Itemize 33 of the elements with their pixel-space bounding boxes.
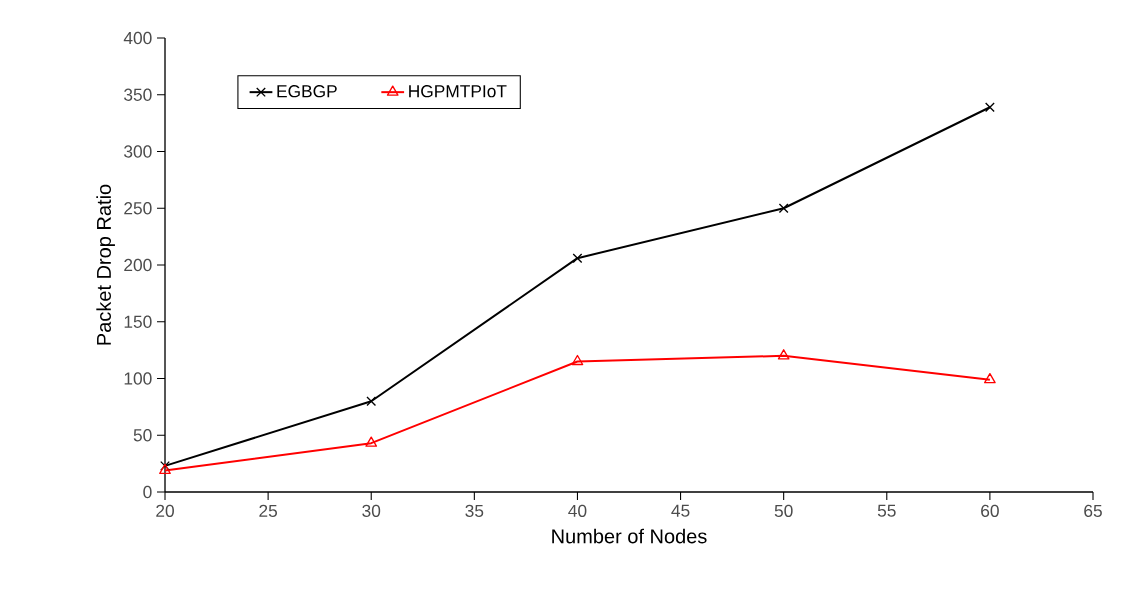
legend-label: EGBGP bbox=[277, 85, 337, 98]
point bbox=[572, 253, 583, 264]
x-tick-label: 60 bbox=[981, 504, 999, 517]
y-axis-title: Packet Drop Ratio bbox=[96, 184, 115, 345]
legend-label: HGPMTPIoT bbox=[409, 85, 507, 98]
point bbox=[571, 354, 584, 366]
point bbox=[160, 460, 170, 471]
x-tick-label: 40 bbox=[568, 504, 587, 517]
x-axis-title: Number of Nodes bbox=[552, 528, 707, 544]
y-tick-label: 400 bbox=[123, 31, 152, 45]
y-tick-label: 250 bbox=[124, 202, 152, 215]
x-tick-label: 35 bbox=[465, 504, 484, 517]
y-tick-label: 150 bbox=[124, 315, 152, 328]
point bbox=[778, 203, 789, 214]
point bbox=[777, 349, 790, 360]
point bbox=[984, 372, 996, 384]
y-tick-label: 300 bbox=[124, 145, 152, 158]
y-tick-label: 50 bbox=[133, 429, 152, 442]
x-tick-label: 65 bbox=[1084, 504, 1102, 517]
y-tick-label: 100 bbox=[124, 372, 152, 385]
point bbox=[984, 102, 995, 113]
y-tick-label: 0 bbox=[143, 485, 152, 499]
x-tick-label: 50 bbox=[774, 504, 793, 517]
y-tick-label: 200 bbox=[124, 258, 152, 272]
x-tick-label: 30 bbox=[362, 504, 381, 517]
x-tick-label: 25 bbox=[259, 504, 278, 517]
x-tick-label: 20 bbox=[156, 504, 174, 517]
point bbox=[365, 436, 378, 447]
x-tick-label: 55 bbox=[877, 504, 896, 517]
x-tick-label: 45 bbox=[671, 504, 690, 517]
point bbox=[159, 463, 171, 475]
y-tick-label: 350 bbox=[124, 88, 152, 101]
point bbox=[366, 396, 377, 407]
